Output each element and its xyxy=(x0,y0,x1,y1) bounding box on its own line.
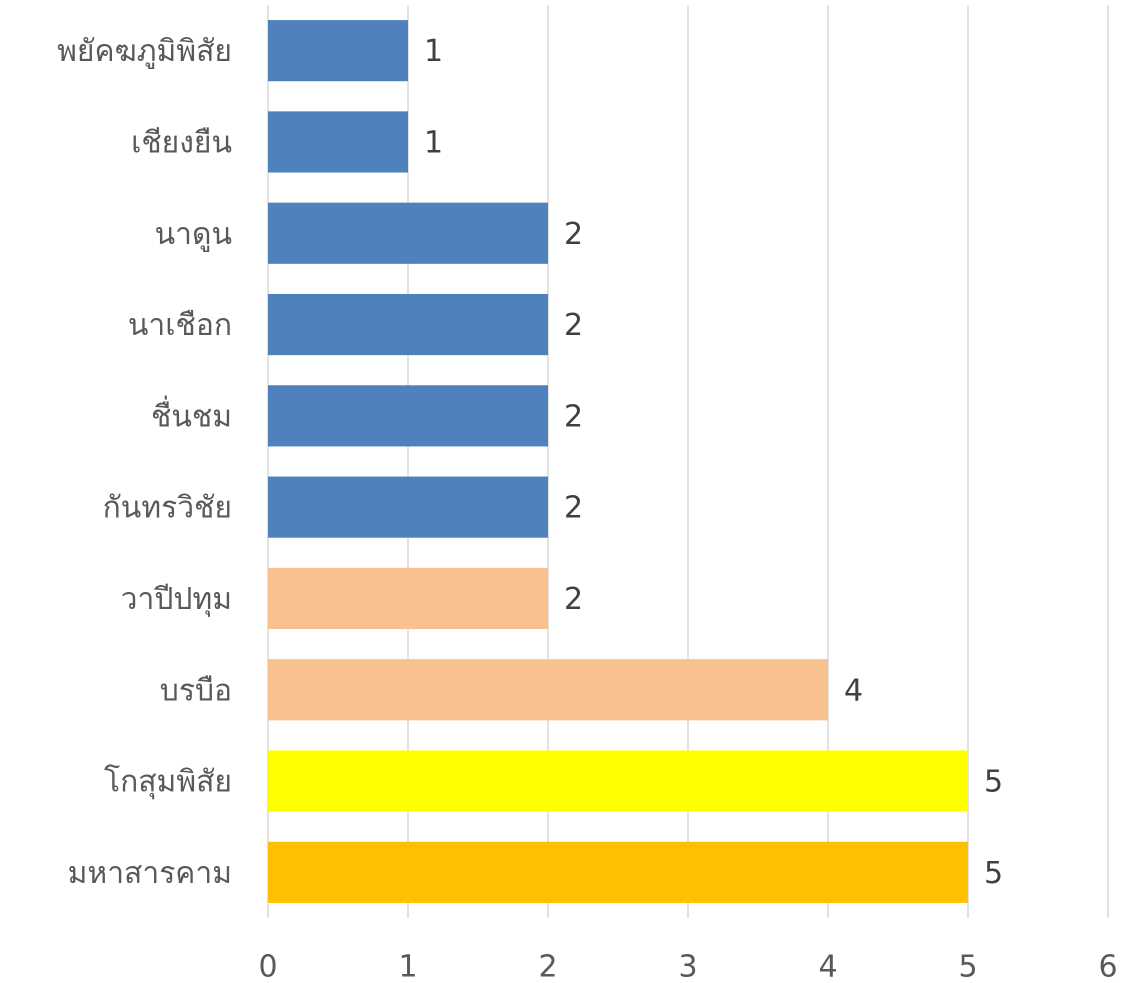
x-tick-label: 2 xyxy=(538,950,557,983)
bar xyxy=(268,841,968,903)
data-label: 5 xyxy=(984,856,1003,891)
y-tick-label: ชื่นชม xyxy=(151,395,232,434)
data-label: 2 xyxy=(564,399,583,434)
x-tick-label: 0 xyxy=(258,950,277,983)
data-label: 5 xyxy=(984,765,1003,800)
data-label: 4 xyxy=(844,673,863,708)
bar xyxy=(268,750,968,812)
bar xyxy=(268,567,548,630)
y-tick-label: กันทรวิชัย xyxy=(103,491,232,526)
y-tick-label: นาดูน xyxy=(155,217,232,252)
data-label: 1 xyxy=(424,34,443,69)
x-tick-label: 1 xyxy=(398,950,417,983)
bar xyxy=(268,476,548,538)
y-tick-label: มหาสารคาม xyxy=(68,856,232,891)
data-label: 2 xyxy=(564,308,583,343)
bar xyxy=(268,20,408,82)
bar xyxy=(268,111,408,173)
y-tick-label: นาเชือก xyxy=(128,308,232,343)
y-tick-label: บรบือ xyxy=(160,673,232,708)
y-tick-label: เชียงยืน xyxy=(131,125,232,160)
data-label: 2 xyxy=(564,582,583,617)
bar xyxy=(268,659,828,721)
x-tick-label: 6 xyxy=(1098,950,1117,983)
bar xyxy=(268,293,548,356)
data-label: 1 xyxy=(424,125,443,160)
bar xyxy=(268,202,548,264)
x-tick-label: 5 xyxy=(958,950,977,983)
x-tick-label: 3 xyxy=(678,950,697,983)
bar xyxy=(268,385,548,447)
y-tick-label: วาปีปทุม xyxy=(121,582,232,618)
y-tick-label: โกสุมพิสัย xyxy=(104,764,232,801)
y-tick-label: พยัคฆภูมิพิสัย xyxy=(57,34,232,69)
data-label: 2 xyxy=(564,491,583,526)
data-label: 2 xyxy=(564,217,583,252)
x-tick-label: 4 xyxy=(818,950,837,983)
